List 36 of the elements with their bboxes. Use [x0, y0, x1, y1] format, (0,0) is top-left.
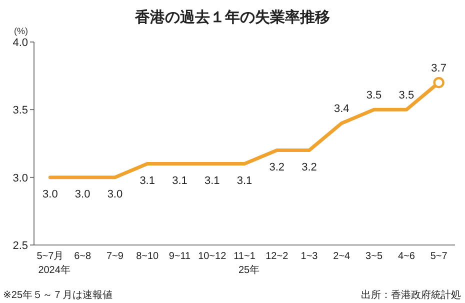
y-tick-label: 3.0 — [12, 172, 28, 184]
x-tick-label: 12~2 — [266, 251, 289, 262]
y-tick-label: 4.0 — [12, 37, 28, 49]
x-tick-label: 3~5 — [366, 251, 383, 262]
x-tick-label: 4~6 — [398, 251, 416, 262]
y-axis-title: (%) — [14, 26, 28, 36]
x-tick-label: 5~7 — [430, 251, 448, 262]
x-tick-label: 11~1 — [234, 251, 256, 262]
text: ※25年５～７月は速報値 — [3, 289, 113, 301]
x-tick-label: 2~4 — [333, 251, 351, 262]
x-tick-label: 6~8 — [74, 251, 92, 262]
x-tick-label: 5~7月 — [36, 251, 64, 262]
x-tick-label: 9~11 — [168, 251, 192, 262]
data-label: 3.0 — [42, 188, 58, 200]
data-label: 3.4 — [334, 103, 350, 116]
text: 25年 — [238, 264, 260, 276]
data-label: 3.1 — [140, 174, 155, 187]
data-label: 3.2 — [302, 161, 317, 174]
data-label: 3.0 — [74, 188, 90, 200]
x-tick-label: 8~10 — [136, 251, 160, 262]
data-label: 3.1 — [236, 174, 252, 187]
text: 出所：香港政府統計処 — [361, 289, 461, 301]
x-tick-label: 1~3 — [300, 251, 318, 262]
data-label: 3.0 — [107, 188, 123, 200]
data-label: 3.7 — [431, 62, 446, 75]
data-label: 3.5 — [366, 90, 382, 102]
chart-title: 香港の過去１年の失業率推移 — [134, 8, 330, 26]
data-label: 3.2 — [269, 161, 285, 174]
y-tick-label: 2.5 — [12, 240, 28, 252]
y-tick-label: 3.5 — [12, 104, 28, 117]
data-label: 3.5 — [398, 90, 414, 102]
data-label: 3.1 — [204, 174, 220, 187]
x-tick-label: 7~9 — [106, 251, 124, 262]
data-label: 3.1 — [172, 174, 188, 187]
text: 2024年 — [38, 264, 70, 276]
x-tick-label: 10~12 — [198, 251, 227, 262]
